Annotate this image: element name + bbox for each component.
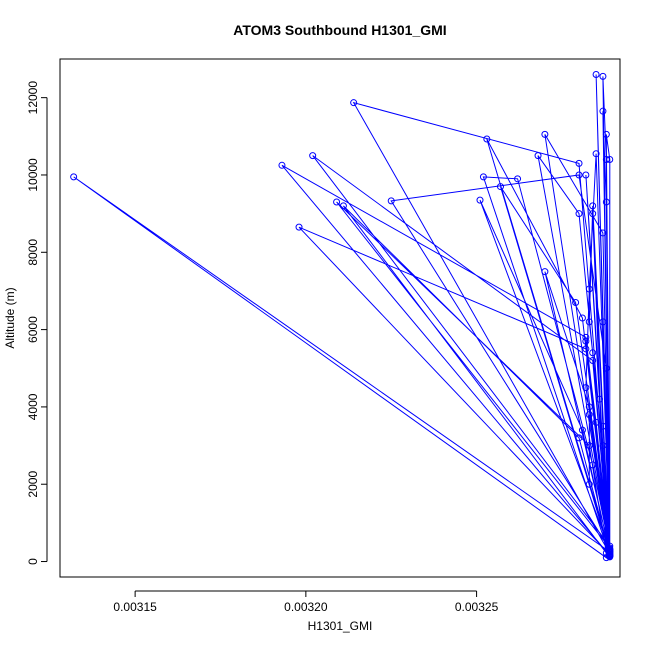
data-point [582, 345, 590, 353]
y-tick-label: 12000 [26, 81, 40, 115]
y-tick-label: 0 [26, 558, 40, 565]
y-tick-label: 10000 [26, 158, 40, 192]
data-point [589, 210, 597, 218]
y-tick-label: 4000 [26, 393, 40, 420]
data-point [350, 99, 358, 107]
data-point [585, 480, 593, 488]
chart-title: ATOM3 Southbound H1301_GMI [233, 22, 446, 38]
data-point [575, 171, 583, 179]
data-point [309, 152, 317, 160]
data-point [541, 130, 549, 138]
data-point [575, 210, 583, 218]
data-point [589, 461, 597, 469]
data-point [578, 426, 586, 434]
data-point [575, 434, 583, 442]
data-point [572, 299, 580, 307]
y-tick-label: 6000 [26, 316, 40, 343]
data-point [514, 175, 522, 183]
data-point [585, 442, 593, 450]
data-point [578, 314, 586, 322]
data-point [599, 318, 607, 326]
data-point [387, 197, 395, 205]
data-point [599, 72, 607, 80]
plot-frame [59, 58, 621, 578]
data-point [582, 171, 590, 179]
data-point [589, 202, 597, 210]
data-point [589, 357, 597, 365]
data-point [278, 161, 286, 169]
data-point [333, 198, 341, 206]
data-point [479, 173, 487, 181]
data-point [606, 548, 614, 556]
data-point [585, 285, 593, 293]
data-point [582, 333, 590, 341]
data-point [592, 70, 600, 78]
x-tick-label: 0.00315 [113, 600, 157, 614]
data-point [585, 318, 593, 326]
data-point [592, 150, 600, 158]
data-point [585, 403, 593, 411]
data-point [295, 223, 303, 231]
data-point [534, 152, 542, 160]
data-point [70, 173, 78, 181]
data-point [602, 130, 610, 138]
data-point [599, 422, 607, 430]
data-point [606, 156, 614, 164]
x-tick-label: 0.00325 [455, 600, 499, 614]
data-point [575, 159, 583, 167]
data-point [496, 183, 504, 191]
data-point [606, 553, 614, 561]
series-line [73, 74, 611, 559]
y-tick-label: 2000 [26, 471, 40, 498]
data-point [541, 268, 549, 276]
x-axis: 0.00315 0.00320 0.00325 [113, 590, 499, 614]
data-point [582, 337, 590, 345]
data-point [599, 229, 607, 237]
series-layer [70, 70, 614, 562]
data-point [483, 135, 491, 143]
x-tick-label: 0.00320 [284, 600, 328, 614]
y-axis-label: Altitude (m) [3, 287, 17, 348]
data-point [585, 411, 593, 419]
data-point [599, 107, 607, 115]
data-point [582, 384, 590, 392]
data-point [602, 364, 610, 372]
y-axis: 0 2000 4000 6000 8000 10000 12000 [26, 81, 48, 565]
data-point [599, 442, 607, 450]
y-tick-label: 8000 [26, 239, 40, 266]
data-point [602, 156, 610, 164]
x-axis-label: H1301_GMI [308, 619, 373, 633]
data-point [596, 395, 604, 403]
data-point [592, 418, 600, 426]
data-point [589, 349, 597, 357]
data-point [602, 198, 610, 206]
data-point [476, 196, 484, 204]
data-point [339, 202, 347, 210]
